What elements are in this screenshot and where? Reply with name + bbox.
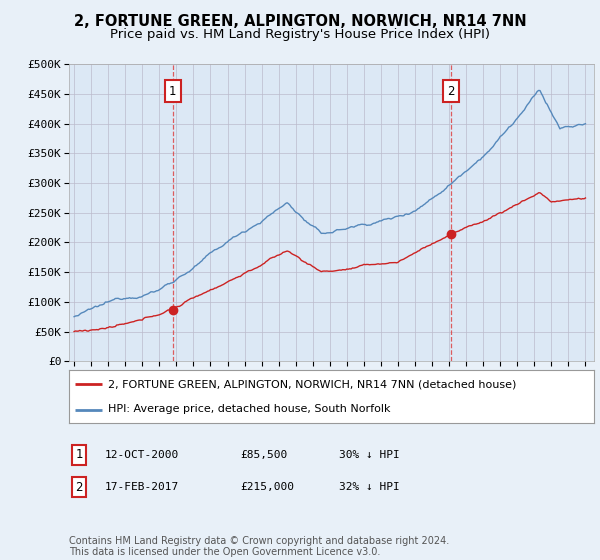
Text: Price paid vs. HM Land Registry's House Price Index (HPI): Price paid vs. HM Land Registry's House … (110, 28, 490, 41)
Text: 2: 2 (448, 85, 455, 97)
Text: 32% ↓ HPI: 32% ↓ HPI (339, 482, 400, 492)
Text: 2, FORTUNE GREEN, ALPINGTON, NORWICH, NR14 7NN: 2, FORTUNE GREEN, ALPINGTON, NORWICH, NR… (74, 14, 526, 29)
Text: 12-OCT-2000: 12-OCT-2000 (105, 450, 179, 460)
Text: 2: 2 (76, 480, 83, 494)
Text: 17-FEB-2017: 17-FEB-2017 (105, 482, 179, 492)
Text: 1: 1 (169, 85, 176, 97)
Text: HPI: Average price, detached house, South Norfolk: HPI: Average price, detached house, Sout… (109, 404, 391, 414)
Text: £85,500: £85,500 (240, 450, 287, 460)
Text: 1: 1 (76, 448, 83, 461)
Text: £215,000: £215,000 (240, 482, 294, 492)
Text: 2, FORTUNE GREEN, ALPINGTON, NORWICH, NR14 7NN (detached house): 2, FORTUNE GREEN, ALPINGTON, NORWICH, NR… (109, 380, 517, 390)
Text: Contains HM Land Registry data © Crown copyright and database right 2024.
This d: Contains HM Land Registry data © Crown c… (69, 535, 449, 557)
Text: 30% ↓ HPI: 30% ↓ HPI (339, 450, 400, 460)
